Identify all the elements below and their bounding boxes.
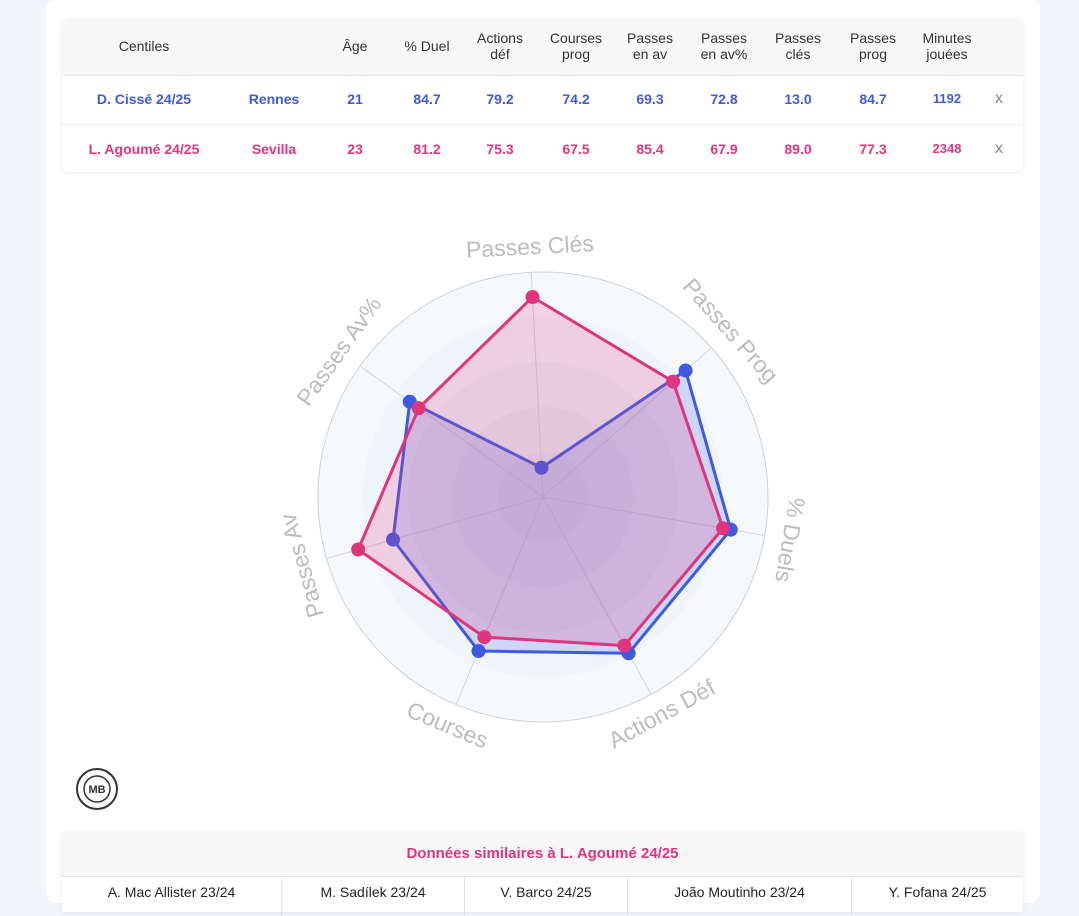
similar-title: Données similaires à L. Agoumé 24/25 [62,832,1023,877]
stat-value: 1192 [932,91,962,106]
stat-value: 67.5 [562,141,590,157]
series-point [386,532,401,547]
stat-value: 69.3 [636,91,664,107]
spoke [542,496,652,695]
logo-inner [83,775,111,803]
row-divider [62,124,1023,125]
series-point [471,644,486,659]
column-header: % Duel [404,38,450,54]
column-header: Passes en av% [700,30,748,62]
spoke [530,272,544,498]
similar-card: Données similaires à L. Agoumé 24/25 A. … [62,832,1023,916]
series-point [617,638,632,653]
stat-value: 85.4 [636,141,664,157]
player-name[interactable]: L. Agoumé 24/25 [88,141,200,157]
similar-player[interactable]: João Moutinho 23/24 [627,876,851,916]
player-name[interactable]: D. Cissé 24/25 [96,91,192,107]
series-point [351,542,366,557]
series-point [477,630,492,645]
stat-value: 81.2 [413,141,441,157]
series-area [391,369,733,655]
stat-value: 77.3 [859,141,887,157]
stat-value: 89.0 [784,141,812,157]
stat-value: 2348 [932,141,962,156]
stat-value: 21 [347,91,363,107]
column-header: Passes en av [627,30,673,62]
stat-value: 67.9 [710,141,738,157]
logo-text: MB [88,784,105,796]
stat-value: 72.8 [710,91,738,107]
series-point [534,460,549,475]
team-name: Rennes [248,91,300,107]
column-header: Âge [342,38,368,54]
series-point [411,401,426,416]
stat-value: 74.2 [562,91,590,107]
stat-value: 79.2 [486,91,514,107]
column-header: Minutes jouées [922,30,972,62]
column-header: Passes prog [850,30,896,62]
similar-player[interactable]: Y. Fofana 24/25 [851,876,1023,916]
similar-player[interactable]: A. Mac Allister 23/24 [107,884,236,900]
series-point [716,521,731,536]
column-header: Courses prog [549,30,603,62]
column-header: Actions déf [477,30,523,62]
series-point [525,290,540,305]
remove-button[interactable]: x [995,140,1003,157]
remove-button[interactable]: x [995,90,1003,107]
spoke [359,365,544,498]
series-area [356,295,725,648]
column-header: Centiles [118,38,170,54]
axis-label: % Duels [770,496,810,585]
series-point [666,374,681,389]
stat-value: 84.7 [859,91,887,107]
stat-value: 75.3 [486,141,514,157]
similar-player[interactable]: M. Sadílek 23/24 [281,876,464,916]
similar-player[interactable]: V. Barco 24/25 [464,876,627,916]
series-point [678,363,693,378]
column-header: Passes clés [775,30,821,62]
stat-value: 84.7 [413,91,441,107]
table-header [62,18,1023,76]
axis-label: Passes Clés [465,230,594,263]
spoke [455,496,544,705]
stat-value: 13.0 [784,91,812,107]
logo-ring [76,768,118,810]
team-name: Sevilla [251,141,297,157]
stat-value: 23 [347,141,363,157]
